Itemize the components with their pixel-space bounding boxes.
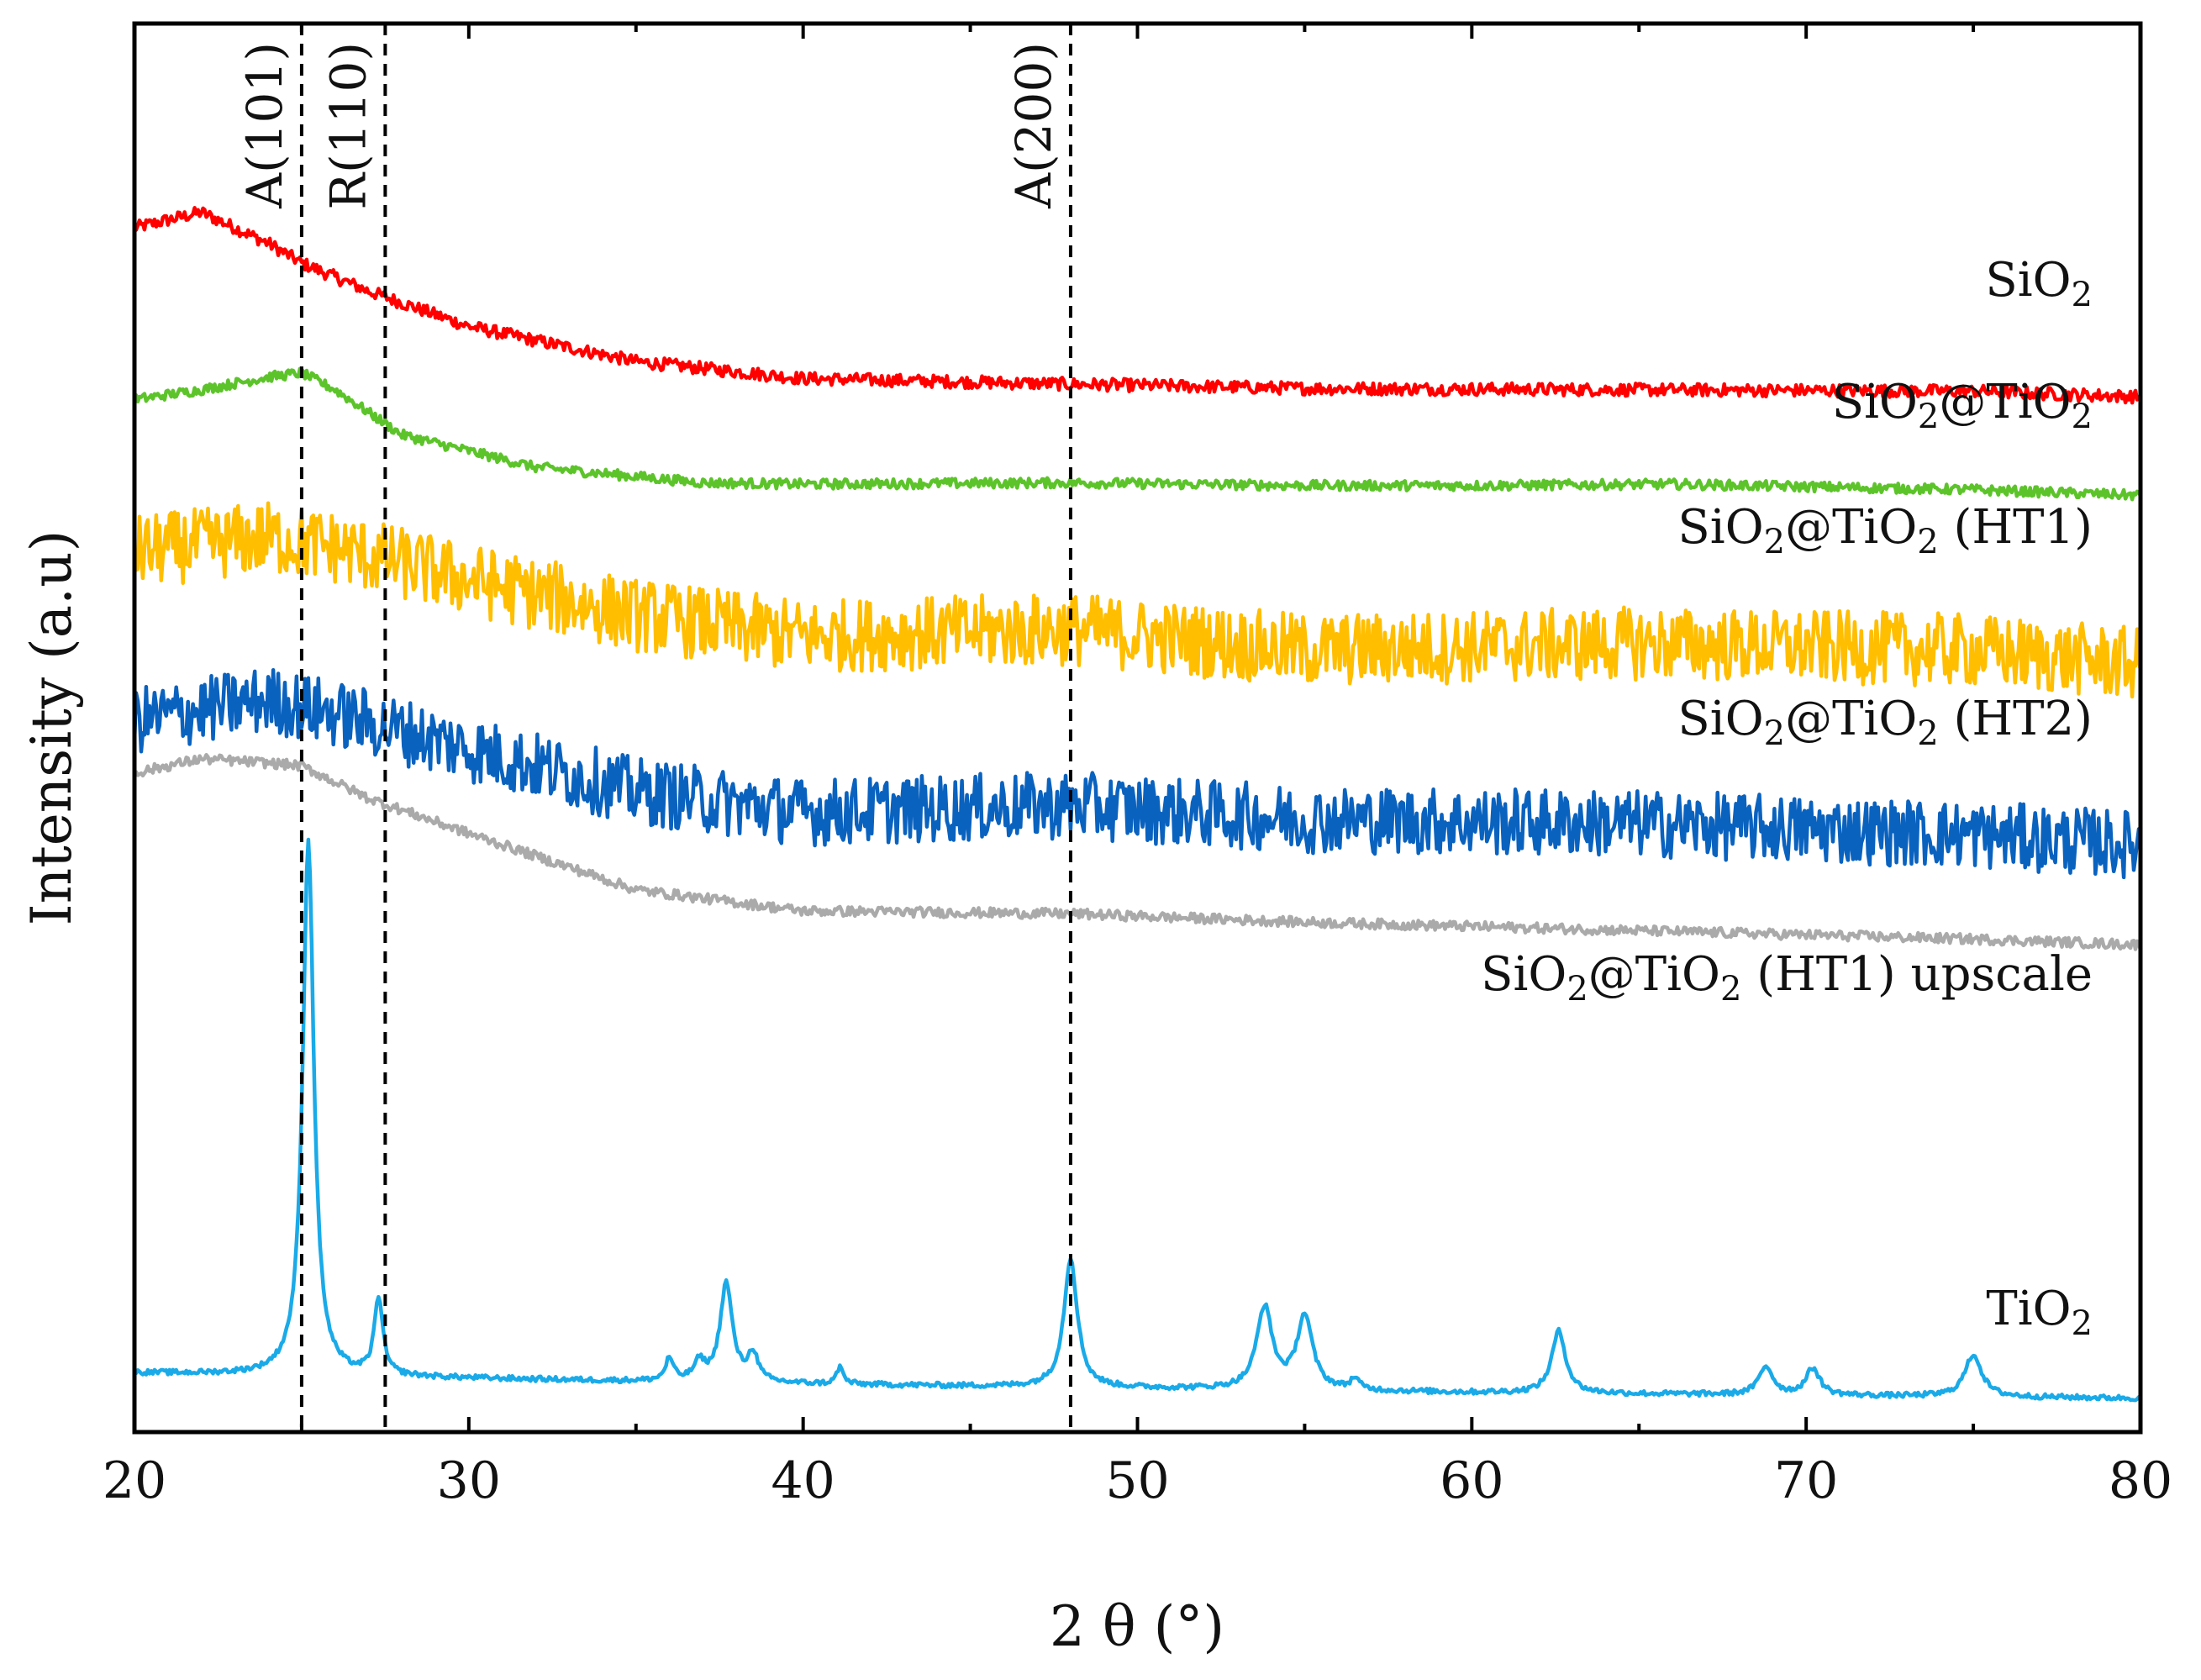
series-label-2: SiO2@TiO2 (HT1) [1677,500,2093,561]
reference-label-1: R(110) [319,42,376,210]
x-axis-title: 2 θ (°) [1050,1594,1224,1659]
series-line-1 [132,366,2143,502]
x-tick-label: 80 [2109,1451,2172,1510]
x-tick-label: 40 [771,1451,835,1510]
series-label-5: TiO2 [1986,1282,2093,1343]
series-label-3: SiO2@TiO2 (HT2) [1677,692,2093,753]
x-tick-label: 60 [1440,1451,1503,1510]
series-line-2 [132,501,2143,699]
x-tick-label: 20 [103,1451,166,1510]
y-axis-title: Intensity (a.u) [19,530,84,926]
series-line-4 [133,752,2143,951]
series-labels: SiO2 SiO2@TiO2 SiO2@TiO2 (HT1) SiO2@TiO2 (H… [1481,253,2093,1343]
reference-label-0: A(101) [236,42,293,209]
series-label-1: SiO2@TiO2 [1832,375,2093,436]
series-label-4: SiO2@TiO2 (HT1) upscale [1481,947,2093,1009]
x-axis-ticks: 20 30 40 50 60 70 80 [103,24,2172,1510]
series-layer [132,206,2143,1403]
series-line-3 [132,668,2143,880]
series-line-5 [134,837,2142,1403]
series-label-0: SiO2 [1985,253,2093,314]
series-line-0 [132,206,2142,405]
reference-lines: A(101) R(110) A(200) [236,24,1072,1432]
reference-label-2: A(200) [1005,42,1062,209]
x-tick-label: 30 [437,1451,501,1510]
x-tick-label: 70 [1774,1451,1838,1510]
x-tick-label: 50 [1105,1451,1169,1510]
